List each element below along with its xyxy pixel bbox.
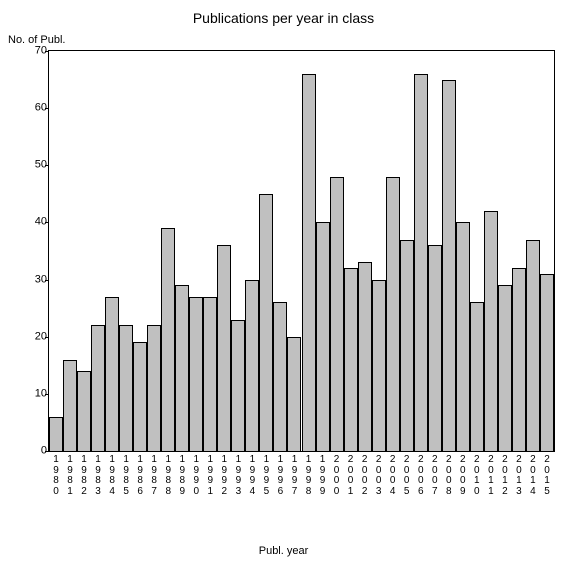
bar: [526, 240, 540, 451]
x-tick-label: 2014: [526, 451, 540, 497]
x-tick-label: 1990: [189, 451, 203, 497]
bar: [133, 342, 147, 451]
bar: [330, 177, 344, 451]
x-tick-label: 2004: [386, 451, 400, 497]
bar: [470, 302, 484, 451]
x-tick-label: 1993: [231, 451, 245, 497]
bar: [189, 297, 203, 451]
x-tick-label: 1981: [63, 451, 77, 497]
bar: [498, 285, 512, 451]
bar: [512, 268, 526, 451]
x-tick-label: 2003: [372, 451, 386, 497]
x-tick-label: 2007: [428, 451, 442, 497]
bar: [119, 325, 133, 451]
x-tick-label: 1985: [119, 451, 133, 497]
chart-title: Publications per year in class: [0, 10, 567, 26]
bar: [358, 262, 372, 451]
bar: [147, 325, 161, 451]
bar: [302, 74, 316, 451]
x-tick-label: 1992: [217, 451, 231, 497]
bar: [259, 194, 273, 451]
y-tick-mark: [45, 108, 49, 109]
bar: [456, 222, 470, 451]
x-tick-label: 2011: [484, 451, 498, 497]
bar: [105, 297, 119, 451]
bar: [484, 211, 498, 451]
y-tick-mark: [45, 51, 49, 52]
x-tick-label: 1986: [133, 451, 147, 497]
bar: [175, 285, 189, 451]
x-tick-label: 1998: [302, 451, 316, 497]
x-tick-label: 1983: [91, 451, 105, 497]
x-tick-label: 2015: [540, 451, 554, 497]
bar: [77, 371, 91, 451]
x-tick-label: 1989: [175, 451, 189, 497]
y-tick-mark: [45, 222, 49, 223]
bar: [316, 222, 330, 451]
bar: [91, 325, 105, 451]
x-tick-label: 1987: [147, 451, 161, 497]
x-tick-label: 1997: [287, 451, 301, 497]
bar: [217, 245, 231, 451]
y-tick-mark: [45, 280, 49, 281]
x-tick-label: 2001: [344, 451, 358, 497]
bar: [231, 320, 245, 451]
bar: [540, 274, 554, 451]
x-tick-label: 1994: [245, 451, 259, 497]
bar: [344, 268, 358, 451]
bar: [442, 80, 456, 451]
x-tick-label: 2000: [330, 451, 344, 497]
x-tick-label: 2006: [414, 451, 428, 497]
x-tick-label: 1991: [203, 451, 217, 497]
x-tick-label: 1988: [161, 451, 175, 497]
bar: [386, 177, 400, 451]
x-tick-label: 1995: [259, 451, 273, 497]
x-tick-label: 1984: [105, 451, 119, 497]
chart-container: Publications per year in class No. of Pu…: [0, 0, 567, 567]
bar: [245, 280, 259, 451]
y-tick-mark: [45, 165, 49, 166]
x-tick-label: 2005: [400, 451, 414, 497]
bar: [372, 280, 386, 451]
x-tick-label: 2008: [442, 451, 456, 497]
bar: [161, 228, 175, 451]
x-tick-label: 2002: [358, 451, 372, 497]
x-axis-label: Publ. year: [0, 545, 567, 557]
x-tick-label: 2012: [498, 451, 512, 497]
x-tick-label: 1996: [273, 451, 287, 497]
bar: [414, 74, 428, 451]
bar: [273, 302, 287, 451]
bar: [287, 337, 301, 451]
x-tick-label: 2013: [512, 451, 526, 497]
x-tick-label: 1999: [316, 451, 330, 497]
bar: [63, 360, 77, 451]
bar: [49, 417, 63, 451]
y-tick-mark: [45, 337, 49, 338]
bar: [428, 245, 442, 451]
x-tick-label: 2009: [456, 451, 470, 497]
x-tick-label: 1980: [49, 451, 63, 497]
bar: [400, 240, 414, 451]
plot-area: 0102030405060701980198119821983198419851…: [48, 50, 555, 452]
y-tick-mark: [45, 394, 49, 395]
x-tick-label: 1982: [77, 451, 91, 497]
x-tick-label: 2010: [470, 451, 484, 497]
bar: [203, 297, 217, 451]
